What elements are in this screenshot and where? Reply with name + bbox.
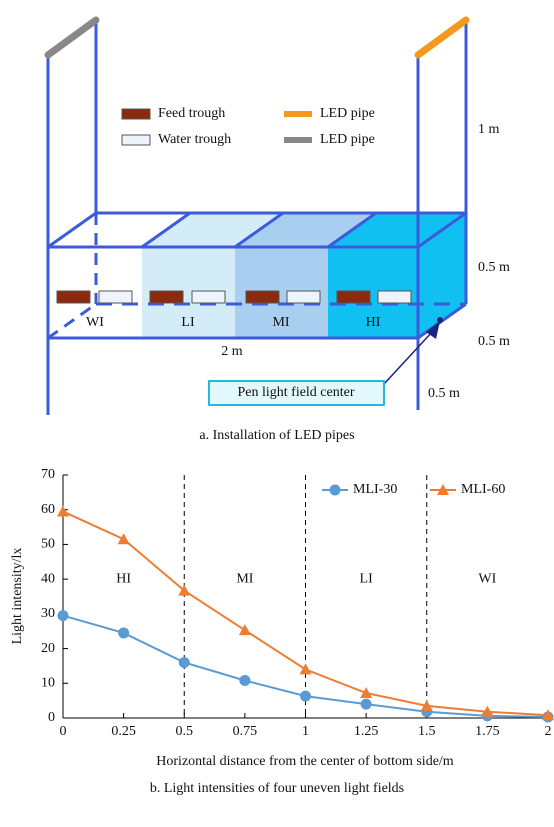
legend-label: LED pipe — [320, 132, 375, 147]
legend-swatch — [122, 109, 150, 119]
water-trough — [378, 291, 411, 303]
page: WI LI MI HI Feed trough LED pipe Water t… — [0, 0, 554, 827]
dimension-label: 0.5 m — [478, 260, 510, 275]
x-tick-label: 1.5 — [418, 724, 436, 739]
legend-label: MLI-60 — [461, 482, 505, 497]
x-tick-label: 1.75 — [475, 724, 500, 739]
legend-marker — [330, 485, 341, 496]
chart: Light intensity/lx Horizontal distance f… — [10, 467, 554, 796]
dimension-label: 0.5 m — [428, 386, 460, 401]
water-trough — [287, 291, 320, 303]
legend-swatch — [122, 135, 150, 145]
x-tick-label: 1 — [302, 724, 309, 739]
data-point — [58, 610, 69, 621]
x-axis-label: Horizontal distance from the center of b… — [156, 754, 454, 769]
y-tick-label: 0 — [48, 710, 55, 725]
zone-label: WI — [86, 315, 104, 330]
dimension-label: 2 m — [221, 344, 243, 359]
data-point — [57, 505, 69, 516]
feed-trough — [246, 291, 279, 303]
legend-label: MLI-30 — [353, 482, 397, 497]
water-trough — [99, 291, 132, 303]
y-tick-label: 20 — [41, 641, 55, 656]
zone-label: HI — [366, 315, 381, 330]
data-point — [300, 663, 312, 674]
data-point — [179, 657, 190, 668]
x-tick-label: 0.25 — [111, 724, 136, 739]
region-label: WI — [478, 572, 496, 587]
data-point — [118, 627, 129, 638]
led-pipe-orange — [418, 20, 466, 55]
x-tick-label: 0.75 — [233, 724, 258, 739]
legend-label: LED pipe — [320, 106, 375, 121]
figure: WI LI MI HI Feed trough LED pipe Water t… — [0, 0, 554, 827]
region-label: HI — [116, 572, 131, 587]
y-tick-label: 50 — [41, 537, 55, 552]
y-tick-label: 40 — [41, 571, 55, 586]
feed-trough — [337, 291, 370, 303]
x-tick-label: 2 — [545, 724, 552, 739]
legend-label: Water trough — [158, 132, 231, 147]
data-point — [300, 691, 311, 702]
led-pipe-gray — [48, 20, 96, 55]
data-point — [118, 533, 130, 544]
dimension-label: 0.5 m — [478, 334, 510, 349]
zone-label: MI — [272, 315, 289, 330]
x-tick-label: 1.25 — [354, 724, 379, 739]
y-axis-label: Light intensity/lx — [10, 548, 25, 645]
caption: a. Installation of LED pipes — [199, 428, 354, 443]
data-point — [239, 675, 250, 686]
x-tick-label: 0.5 — [176, 724, 194, 739]
caption: b. Light intensities of four uneven ligh… — [150, 781, 404, 796]
y-tick-label: 10 — [41, 676, 55, 691]
x-tick-label: 0 — [60, 724, 67, 739]
feed-trough — [150, 291, 183, 303]
legend-label: Feed trough — [158, 106, 225, 121]
data-point — [239, 624, 251, 635]
pen-diagram: WI LI MI HI Feed trough LED pipe Water t… — [48, 20, 510, 443]
center-point — [437, 317, 443, 323]
dimension-label: 1 m — [478, 122, 500, 137]
feed-trough — [57, 291, 90, 303]
callout-text: Pen light field center — [237, 385, 354, 400]
water-trough — [192, 291, 225, 303]
data-point — [360, 687, 372, 698]
y-tick-label: 30 — [41, 606, 55, 621]
y-tick-label: 70 — [41, 467, 55, 482]
region-label: LI — [360, 572, 374, 587]
y-tick-label: 60 — [41, 502, 55, 517]
data-point — [361, 699, 372, 710]
region-label: MI — [236, 572, 253, 587]
zone-label: LI — [181, 315, 195, 330]
